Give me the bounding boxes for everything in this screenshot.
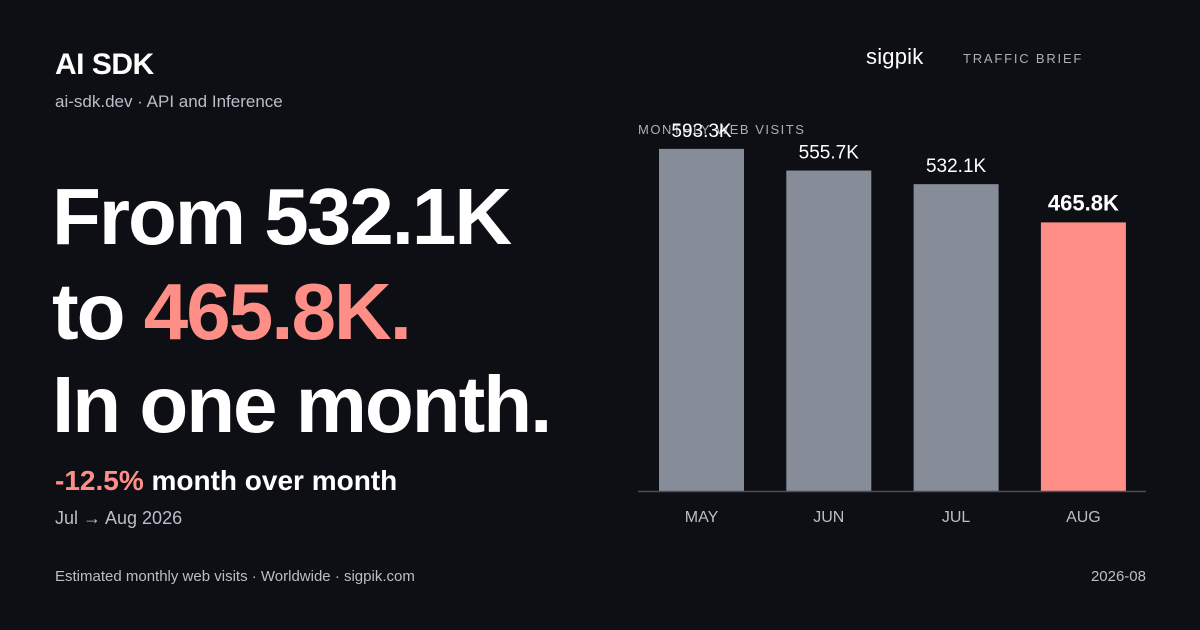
headline-prefix: to [52, 267, 144, 356]
tick-label-aug: AUG [1066, 509, 1101, 526]
tick-label-may: MAY [685, 509, 719, 526]
bar-jul [913, 184, 999, 491]
tick-label-jun: JUN [813, 509, 844, 526]
tick-label-jul: JUL [942, 509, 971, 526]
chart-title: MONTHLY WEB VISITS [638, 122, 806, 137]
bar-jun [786, 170, 872, 491]
traffic-brief-label: TRAFFIC BRIEF [963, 51, 1084, 66]
footer-source: Estimated monthly web visits · Worldwide… [55, 568, 415, 585]
value-label-may: 593.3K [671, 121, 732, 142]
change-period: Jul → Aug 2026 [55, 508, 183, 528]
brand-subtitle: ai-sdk.dev · API and Inference [55, 92, 283, 111]
headline-line-1: From 532.1K [52, 172, 512, 261]
sigpik-logo: sigpik [866, 44, 924, 69]
value-label-aug: 465.8K [1048, 190, 1119, 215]
footer-date: 2026-08 [1090, 568, 1146, 585]
bar-aug [1040, 222, 1126, 491]
change-label: month over month [143, 465, 398, 496]
value-label-jun: 555.7K [799, 143, 860, 164]
value-label-jul: 532.1K [926, 156, 987, 177]
headline-line-2: to 465.8K. [52, 272, 412, 352]
headline-line-3: In one month. [52, 360, 552, 449]
headline-value: 465.8K. [143, 267, 412, 356]
change-line: -12.5% month over month [55, 465, 397, 497]
brand-name: AI SDK [55, 48, 154, 81]
change-value: -12.5% [55, 465, 144, 496]
bar-may [659, 148, 744, 492]
